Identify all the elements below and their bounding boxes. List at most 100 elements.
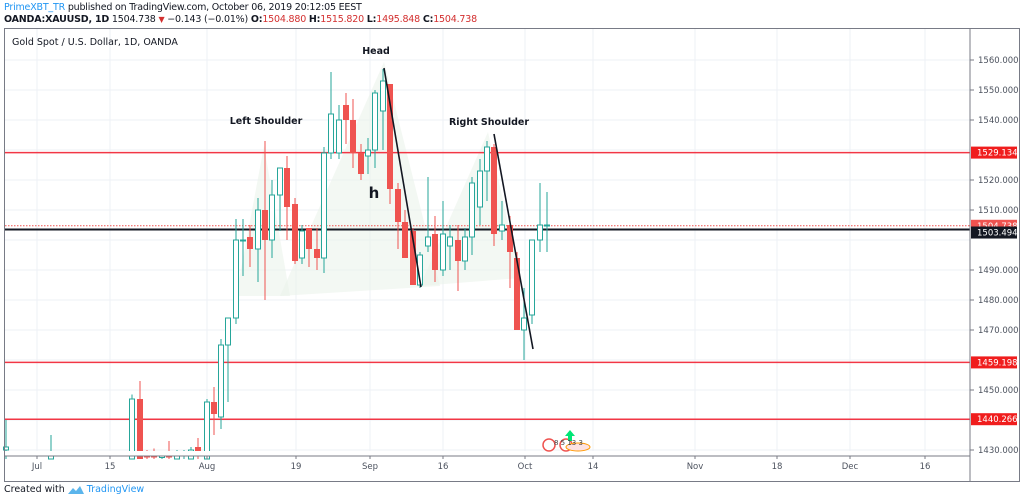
candle[interactable]: [537, 183, 543, 252]
trend-lines: [383, 67, 534, 350]
annotation-right-shoulder[interactable]: Right Shoulder: [449, 117, 529, 128]
candle[interactable]: [299, 225, 305, 264]
low-value: 1495.848: [376, 14, 420, 25]
candle-body: [144, 456, 150, 458]
candle[interactable]: [218, 339, 224, 429]
price-label: 1560.000: [978, 56, 1019, 66]
time-label: 18: [772, 462, 783, 472]
candle[interactable]: [358, 144, 364, 180]
candle[interactable]: [269, 180, 275, 258]
candle[interactable]: [284, 156, 290, 240]
plot-mask: [5, 451, 970, 456]
candle[interactable]: [462, 228, 468, 270]
annotation-left-shoulder[interactable]: Left Shoulder: [230, 116, 303, 127]
symbol-info: OANDA:XAUUSD, 1D 1504.738 ▼ −0.143 (−0.0…: [4, 14, 477, 25]
candle[interactable]: [247, 225, 253, 267]
annotation-h[interactable]: h: [369, 184, 380, 202]
price-change: −0.143 (−0.01%): [167, 14, 248, 25]
annotations: Head Left Shoulder Right Shoulder h: [230, 46, 530, 202]
candle-body: [537, 224, 543, 241]
time-label: Nov: [687, 462, 704, 472]
candle[interactable]: [321, 147, 327, 273]
price-label: 1510.000: [978, 206, 1019, 216]
candle-body: [225, 317, 231, 346]
candle[interactable]: [233, 219, 239, 324]
event-markers[interactable]: 8 5 13 3: [542, 430, 591, 452]
price-label: 1490.000: [978, 266, 1019, 276]
candle[interactable]: [277, 167, 283, 231]
candle[interactable]: [314, 228, 320, 270]
candle-body: [166, 456, 172, 458]
candle[interactable]: [484, 141, 490, 201]
candle-body: [462, 236, 468, 262]
candle-body: [402, 222, 408, 258]
candle[interactable]: [137, 381, 143, 459]
price-tag-bg: [971, 146, 1017, 159]
candle[interactable]: [440, 201, 446, 276]
candle[interactable]: [343, 93, 349, 144]
candle[interactable]: [402, 210, 408, 258]
candle[interactable]: [129, 394, 135, 460]
candle[interactable]: [477, 159, 483, 225]
candle-body: [484, 146, 490, 172]
tradingview-link[interactable]: TradingView: [86, 484, 145, 495]
candle[interactable]: [262, 141, 268, 300]
candle[interactable]: [336, 105, 342, 159]
candle-body: [447, 236, 453, 247]
symbol-name: OANDA:XAUUSD, 1D: [4, 14, 110, 25]
candle[interactable]: [292, 198, 298, 264]
head-shape: [280, 62, 440, 296]
close-label: C:: [422, 14, 434, 25]
candle[interactable]: [225, 317, 231, 402]
down-arrow-icon: ▼: [158, 15, 165, 24]
candle[interactable]: [211, 387, 217, 435]
candle[interactable]: [507, 216, 513, 288]
candle[interactable]: [432, 216, 438, 282]
candle[interactable]: [447, 225, 453, 270]
candle[interactable]: [455, 225, 461, 291]
candle[interactable]: [544, 192, 550, 252]
time-label: 16: [920, 462, 931, 472]
candle[interactable]: [395, 183, 401, 249]
candle[interactable]: [240, 219, 246, 276]
price-tag: 1440.266: [977, 415, 1018, 425]
candle-body: [255, 209, 261, 250]
candle-body: [129, 398, 135, 460]
candle[interactable]: [365, 138, 371, 174]
candle[interactable]: [328, 72, 334, 159]
price-tag-bg: [971, 413, 1017, 426]
candle[interactable]: [491, 144, 497, 246]
price-axis[interactable]: 1560.000 1550.000 1540.000 1520.000 1510.000…: [969, 29, 1019, 482]
candle-body: [491, 147, 497, 234]
close-value: 1504.738: [433, 14, 477, 25]
us-flag-icon[interactable]: [542, 438, 556, 452]
trend-line[interactable]: [493, 133, 534, 350]
candle[interactable]: [306, 228, 312, 267]
tradingview-logo-icon: [67, 485, 84, 494]
candle[interactable]: [255, 198, 261, 282]
candle[interactable]: [350, 99, 356, 168]
publisher-link[interactable]: PrimeXBT_TR: [4, 2, 65, 13]
chart-frame: [4, 28, 1020, 482]
candle[interactable]: [469, 177, 475, 255]
time-label: Aug: [199, 462, 216, 472]
open-value: 1504.880: [262, 14, 307, 25]
event-group-icon[interactable]: [565, 442, 591, 452]
candle[interactable]: [425, 177, 431, 252]
candle[interactable]: [529, 239, 535, 324]
candle[interactable]: [380, 69, 386, 150]
candle-body: [336, 119, 342, 154]
trend-line[interactable]: [383, 67, 422, 288]
footer: Created with TradingView: [4, 484, 144, 495]
open-label: O:: [250, 14, 263, 25]
candle[interactable]: [372, 90, 378, 168]
high-label: H:: [308, 14, 321, 25]
annotation-head[interactable]: Head: [362, 46, 390, 57]
up-arrow-icon: [565, 430, 575, 441]
candle[interactable]: [204, 399, 210, 460]
candle[interactable]: [499, 201, 505, 240]
time-axis[interactable]: Jul 15 Aug 19 Sep 16 Oct 14 Nov 18 Dec 16: [5, 455, 970, 472]
candle-body: [284, 168, 290, 207]
candle-body: [137, 399, 143, 459]
